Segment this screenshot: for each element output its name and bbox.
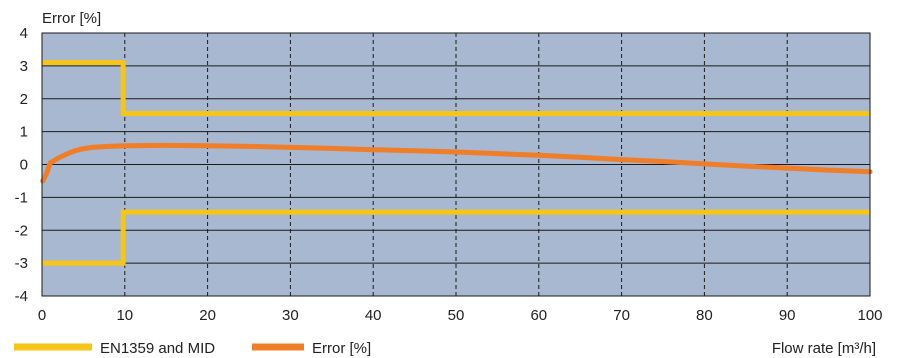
en1359-mid-limit-line (42, 60, 870, 117)
x-tick-label: 50 (448, 307, 465, 324)
y-tick-label: 4 (20, 25, 28, 42)
y-tick-label: -2 (15, 222, 28, 239)
legend-label-error: Error [%] (312, 340, 371, 357)
y-tick-label: 2 (20, 91, 28, 108)
x-tick-label: 20 (199, 307, 216, 324)
x-tick-label: 100 (857, 307, 882, 324)
y-tick-label: 1 (20, 124, 28, 141)
error-curve-line (40, 142, 873, 184)
y-tick-label: 3 (20, 58, 28, 75)
y-tick-label: 0 (20, 157, 28, 174)
x-tick-label: 40 (365, 307, 382, 324)
x-axis-title: Flow rate [m³/h] (772, 340, 876, 357)
legend-label-en1359-mid: EN1359 and MID (100, 340, 215, 357)
x-tick-label: 70 (613, 307, 630, 324)
y-tick-label: -1 (15, 189, 28, 206)
x-tick-label: 10 (116, 307, 133, 324)
x-tick-label: 80 (696, 307, 713, 324)
y-tick-labels: -4 -3 -2 -1 0 1 2 3 4 (15, 25, 28, 305)
plot-frame (41, 32, 871, 297)
x-tick-labels: 0 10 20 30 40 50 60 70 80 90 100 (38, 307, 883, 324)
x-tick-label: 60 (530, 307, 547, 324)
en1359-mid-limit-line (42, 209, 870, 266)
y-tick-label: -3 (15, 255, 28, 272)
x-tick-label: 0 (38, 307, 46, 324)
y-tick-label: -4 (15, 288, 28, 305)
x-tick-label: 30 (282, 307, 299, 324)
x-tick-label: 90 (779, 307, 796, 324)
series-layer (40, 60, 873, 266)
y-axis-title: Error [%] (42, 10, 101, 27)
